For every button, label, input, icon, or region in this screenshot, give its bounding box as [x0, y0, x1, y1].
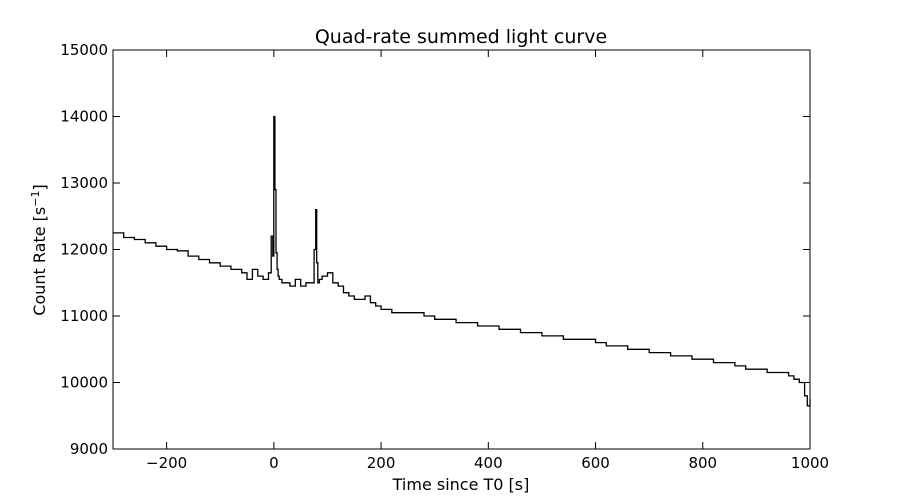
x-tick-label: 400 — [474, 454, 503, 472]
y-tick-label: 12000 — [60, 241, 108, 259]
y-tick-label: 13000 — [60, 174, 108, 192]
y-axis-label-sup: −1 — [29, 191, 42, 207]
y-tick-label: 15000 — [60, 41, 108, 59]
y-axis-label-tail: ] — [30, 184, 49, 190]
x-axis-label: Time since T0 [s] — [392, 475, 530, 494]
x-tick-label: −200 — [146, 454, 187, 472]
y-tick-label: 10000 — [60, 374, 108, 392]
y-axis: 9000 10000 11000 12000 13000 14000 15000 — [60, 41, 810, 458]
y-axis-label-main: Count Rate [s — [30, 207, 49, 316]
y-tick-label: 9000 — [70, 440, 108, 458]
x-tick-label: 600 — [581, 454, 610, 472]
plot-frame — [112, 49, 811, 450]
y-axis-label: Count Rate [s−1] — [29, 184, 49, 315]
plot-area — [113, 50, 810, 449]
x-tick-label: 0 — [269, 454, 279, 472]
chart-title: Quad-rate summed light curve — [315, 26, 607, 48]
x-tick-label: 800 — [688, 454, 717, 472]
x-tick-label: 200 — [367, 454, 396, 472]
x-tick-label: 1000 — [791, 454, 829, 472]
y-tick-label: 11000 — [60, 307, 108, 325]
y-tick-label: 14000 — [60, 108, 108, 126]
light-curve-line — [113, 115, 811, 407]
x-axis: −200 0 200 400 600 800 1000 — [146, 50, 829, 472]
